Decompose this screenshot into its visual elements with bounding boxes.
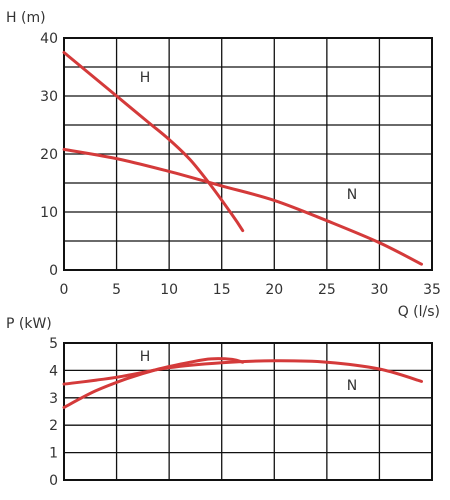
series-label-h: H (140, 70, 151, 86)
y-tick-label: 2 (49, 418, 58, 434)
y-tick-label: 3 (49, 391, 58, 407)
x-axis-label: Q (l/s) (398, 304, 440, 320)
y-tick-label: 20 (40, 147, 58, 163)
y-tick-label: 4 (49, 363, 58, 379)
x-tick-label: 35 (423, 282, 441, 298)
x-tick-label: 25 (318, 282, 336, 298)
y-axis-label: P (kW) (6, 316, 52, 332)
series-label-n: N (347, 187, 357, 203)
x-tick-label: 10 (160, 282, 178, 298)
y-tick-label: 5 (49, 336, 58, 352)
series-line-n (62, 147, 423, 266)
y-tick-label: 40 (40, 31, 58, 47)
series-line-h (62, 51, 245, 233)
series-label-n: N (347, 378, 357, 394)
series-line-n (62, 359, 423, 386)
y-tick-label: 0 (49, 473, 58, 489)
y-tick-label: 0 (49, 263, 58, 279)
y-tick-label: 1 (49, 446, 58, 462)
series-line-h (62, 357, 245, 409)
plot-frame (63, 342, 433, 481)
x-tick-label: 5 (112, 282, 121, 298)
x-tick-label: 15 (213, 282, 231, 298)
y-tick-label: 30 (40, 89, 58, 105)
series-label-h: H (140, 349, 151, 365)
x-tick-label: 0 (60, 282, 69, 298)
x-tick-label: 20 (265, 282, 283, 298)
y-tick-label: 10 (40, 205, 58, 221)
plot-frame (63, 37, 433, 271)
y-axis-label: H (m) (6, 10, 46, 26)
x-tick-label: 30 (371, 282, 389, 298)
